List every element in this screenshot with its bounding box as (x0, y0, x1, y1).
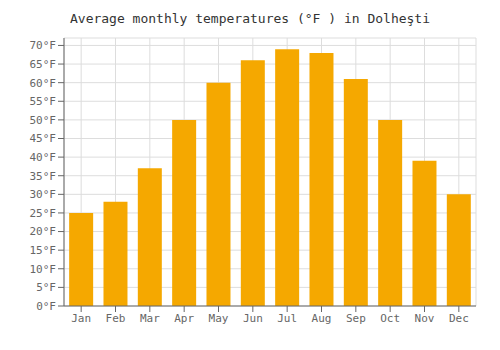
svg-text:Jun: Jun (243, 312, 263, 325)
svg-text:50°F: 50°F (30, 114, 57, 127)
svg-text:Apr: Apr (174, 312, 194, 325)
svg-text:35°F: 35°F (30, 170, 57, 183)
svg-text:15°F: 15°F (30, 244, 57, 257)
svg-text:60°F: 60°F (30, 77, 57, 90)
svg-text:65°F: 65°F (30, 58, 57, 71)
svg-text:0°F: 0°F (36, 300, 56, 313)
svg-text:70°F: 70°F (30, 39, 57, 52)
svg-text:Feb: Feb (106, 312, 126, 325)
svg-text:Jul: Jul (277, 312, 297, 325)
svg-text:Sep: Sep (346, 312, 366, 325)
svg-text:Mar: Mar (140, 312, 160, 325)
svg-text:45°F: 45°F (30, 132, 57, 145)
svg-text:Oct: Oct (380, 312, 400, 325)
svg-text:Dec: Dec (449, 312, 469, 325)
svg-text:40°F: 40°F (30, 151, 57, 164)
svg-text:30°F: 30°F (30, 188, 57, 201)
svg-text:Jan: Jan (71, 312, 91, 325)
svg-text:5°F: 5°F (36, 281, 56, 294)
svg-text:Aug: Aug (312, 312, 332, 325)
svg-text:25°F: 25°F (30, 207, 57, 220)
html-text:Average monthly temperatures (: Average monthly temperatures (°F ) in Do… (70, 11, 430, 26)
svg-text:10°F: 10°F (30, 263, 57, 276)
svg-text:May: May (209, 312, 229, 325)
svg-text:Nov: Nov (415, 312, 435, 325)
svg-text:55°F: 55°F (30, 95, 57, 108)
svg-text:20°F: 20°F (30, 225, 57, 238)
